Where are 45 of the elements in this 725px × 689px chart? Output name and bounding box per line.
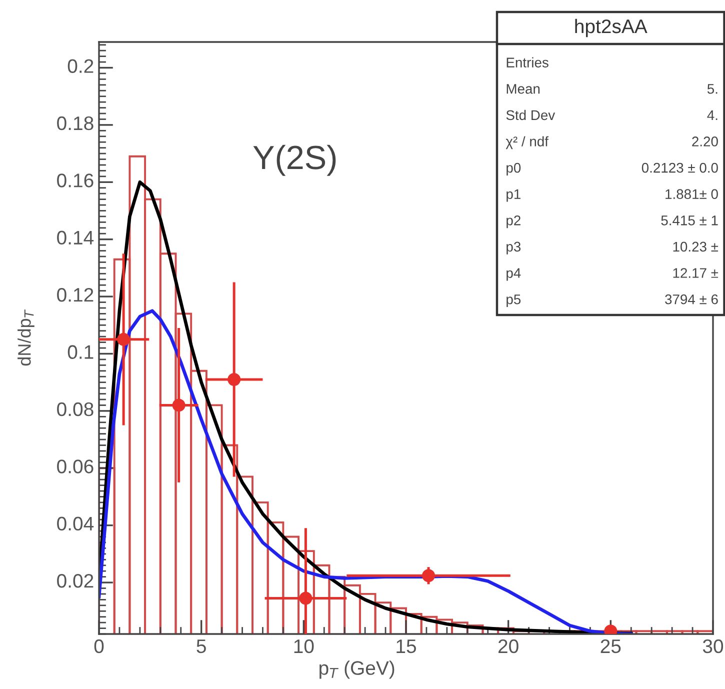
x-tick-label: 0 [94,639,104,654]
annotation: 3794 ± 6 [665,294,718,304]
x-axis-title: p$_{T}$ (GeV) [320,660,394,679]
y-axis-title: dN/dp$_{T}$ [18,309,34,366]
annotation: Std Dev [506,110,556,120]
annotation: χ² / ndf [506,136,549,150]
y-tick-label: 0.12 [57,288,94,302]
y-tick-label: 0.1 [68,345,94,359]
x-tick-label: 10 [294,639,314,654]
annotation: p0 [506,162,521,176]
annotation: Mean [506,84,540,94]
annotation: Y(2S) [253,144,336,176]
y-tick-label: 0.06 [57,460,94,474]
point [172,398,186,412]
annotation: 0.2123 ± 0.0 [642,162,718,173]
point [422,569,436,582]
annotation: 2.20 [692,136,718,146]
point [117,332,130,346]
y-tick-label: 0.2 [68,59,94,73]
x-tick-label: 15 [396,640,416,654]
y-tick-label: 0.14 [57,230,94,245]
annotation: p3 [506,242,521,254]
text: hpt2sAA [575,18,648,38]
y-tick-label: 0.04 [57,516,94,531]
annotation: 5. [707,84,718,94]
y-tick-label: 0.02 [57,574,94,588]
annotation: Entries [506,57,548,68]
annotation: 1.881± 0 [666,189,718,200]
annotation: 5.415 ± 1 [661,216,718,226]
annotation: 10.23 ± [673,242,718,252]
x-tick-label: 20 [498,639,518,654]
y-tick-label: 0.08 [57,402,94,416]
annotation: 12.17 ± [673,268,718,278]
point [299,592,312,605]
y-tick-label: 0.18 [57,116,94,130]
y-tick-label: 0.16 [57,174,94,188]
x-tick-label: 25 [600,639,621,654]
annotation: p1 [506,189,520,202]
x-tick-label: 30 [702,639,724,654]
annotation: p4 [506,268,521,281]
annotation: 4. [707,110,718,120]
annotation: p5 [506,294,521,308]
annotation: p2 [506,215,520,228]
point [228,372,241,386]
x-tick-label: 5 [196,640,206,654]
